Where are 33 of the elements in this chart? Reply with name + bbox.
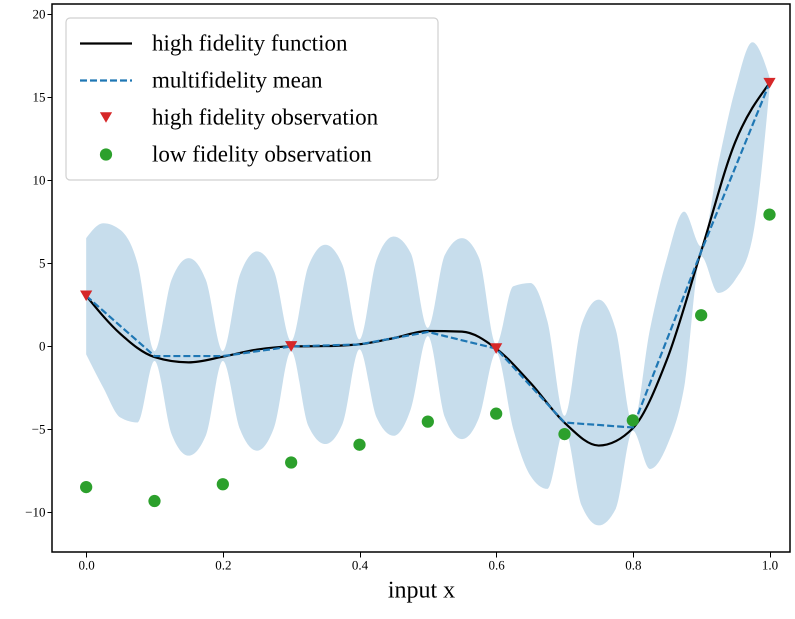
point: [490, 408, 502, 420]
point: [353, 438, 366, 451]
y-tick-label: 0: [39, 338, 46, 354]
x-tick-label: 0.6: [488, 558, 506, 572]
point: [763, 78, 776, 89]
legend-label: high fidelity function: [152, 30, 348, 56]
y-tick-label: 15: [32, 89, 46, 104]
y-tick-label: 20: [32, 6, 46, 22]
point: [80, 480, 92, 494]
y-tick-label: −10: [25, 504, 46, 520]
y-tick-label: 10: [32, 172, 46, 188]
point: [285, 341, 298, 352]
point: [763, 208, 776, 221]
y-tick-label: −5: [32, 422, 46, 437]
point: [216, 478, 229, 490]
legend-label: high fidelity observation: [152, 104, 379, 130]
point: [285, 456, 298, 469]
legend-label: low fidelity observation: [152, 142, 372, 166]
x-tick-label: 0.2: [215, 558, 232, 572]
legend-label: multifidelity mean: [152, 68, 324, 92]
point: [148, 494, 161, 508]
point: [626, 414, 639, 426]
x-tick-label: 0.0: [78, 558, 95, 572]
x-tick-label: 0.4: [352, 558, 369, 572]
x-tick-label: 0.8: [625, 558, 642, 572]
x-axis-title: input x: [388, 578, 456, 604]
point: [490, 343, 502, 354]
point: [80, 290, 92, 302]
y-tick-label: 5: [39, 256, 46, 271]
point: [422, 416, 434, 428]
x-tick-label: 1.0: [762, 558, 778, 572]
point: [695, 309, 708, 322]
point: [558, 428, 571, 440]
